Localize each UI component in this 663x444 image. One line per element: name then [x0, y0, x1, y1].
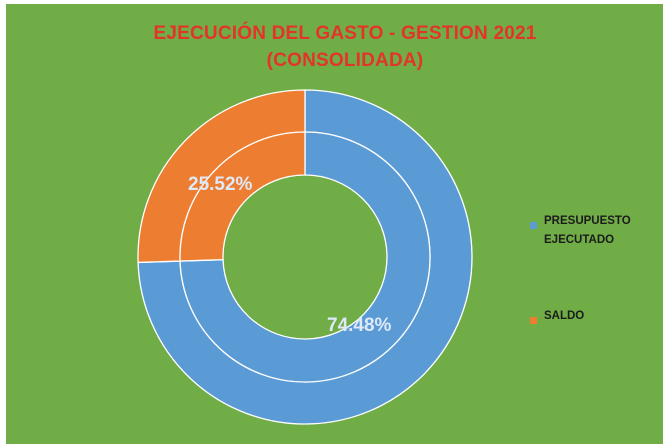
legend-swatch-ejecutado [530, 222, 537, 229]
legend-label-saldo: SALDO [544, 310, 585, 322]
data-label-ejecutado: 74.48% [327, 315, 392, 336]
data-label-saldo: 25.52% [188, 174, 253, 195]
chart-title-block: EJECUCIÓN DEL GASTO - GESTION 2021 (CONS… [0, 20, 663, 74]
slice-saldo-ring-inner [179, 131, 306, 262]
legend-swatch-saldo [530, 317, 537, 324]
chart-title: EJECUCIÓN DEL GASTO - GESTION 2021 [153, 23, 537, 44]
chart-subtitle: (CONSOLIDADA) [266, 50, 424, 71]
legend-label-ejecutado: PRESUPUESTO EJECUTADO [544, 215, 631, 246]
slice-ejecutado-ring-inner [179, 131, 431, 383]
